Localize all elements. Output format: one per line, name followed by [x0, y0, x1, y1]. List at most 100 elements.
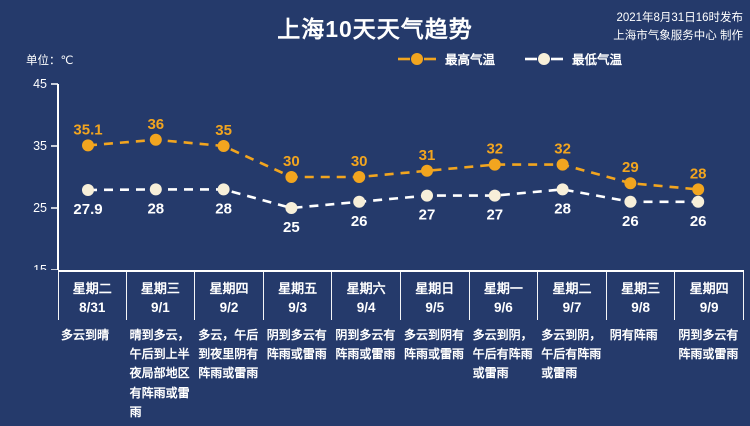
high-temp-line [87, 138, 699, 191]
day-column-9-8: 星期三 9/8 [607, 272, 676, 320]
low-temp-line [87, 188, 699, 210]
day-weekday-label: 星期三 [140, 280, 180, 296]
low-temp-value-label: 27 [419, 207, 436, 224]
weather-description: 阴到多云有阵雨或雷雨 [678, 328, 739, 362]
day-weekday-label: 星期日 [415, 280, 455, 296]
publisher: 上海市气象服务中心 制作 [613, 30, 743, 43]
weather-description-row: 多云到晴 晴到多云，午后到上半夜局部地区有阵雨或雷雨 多云，午后到夜里阴有阵雨或雷雨… [58, 326, 744, 422]
low-temp-point [421, 189, 433, 202]
low-temp-point [556, 183, 569, 196]
day-date-label: 9/8 [631, 299, 650, 315]
high-temp-value-label: 28 [690, 165, 707, 182]
low-temp-point [488, 189, 501, 202]
day-column-9-5: 星期日 9/5 [401, 272, 470, 320]
high-temp-point [217, 140, 230, 152]
low-temp-point [285, 202, 298, 214]
day-column-9-2: 星期四 9/2 [195, 272, 264, 320]
y-axis-tick-label: 15 [33, 263, 47, 270]
publish-info: 2021年8月31日16时发布 上海市气象服务中心 制作 [613, 9, 743, 46]
low-temp-value-label: 25 [283, 219, 300, 236]
day-column-9-9: 星期四 9/9 [675, 272, 744, 320]
weather-description: 多云到阴，午后有阵雨或雷雨 [541, 328, 602, 381]
weather-description: 阴到多云有阵雨或雷雨 [335, 328, 396, 362]
legend-label-low: 最低气温 [572, 53, 623, 67]
day-weekday-label: 星期五 [278, 280, 318, 296]
legend-item-low: 最低气温 [525, 49, 622, 68]
high-temp-value-label: 35.1 [73, 121, 102, 138]
low-temp-point [149, 183, 162, 196]
high-temp-value-label: 36 [147, 116, 164, 133]
low-temp-legend-marker-icon [525, 52, 564, 65]
legend-label-high: 最高气温 [445, 53, 496, 67]
weather-description: 多云到阴，午后有阵雨或雷雨 [472, 328, 533, 381]
high-temp-value-label: 29 [622, 159, 639, 176]
high-temp-point [353, 171, 366, 183]
day-weekday-label: 星期二 [72, 280, 112, 296]
day-column-9-1: 星期三 9/1 [127, 272, 196, 320]
day-date-label: 8/31 [79, 299, 106, 315]
low-temp-point [353, 195, 366, 208]
low-temp-value-label: 26 [690, 213, 707, 230]
y-axis-tick-label: 35 [33, 139, 47, 153]
high-temp-point [488, 158, 501, 171]
high-temp-point [285, 171, 298, 183]
high-temp-value-label: 35 [215, 122, 232, 139]
high-temp-point [624, 177, 637, 190]
low-temp-point [692, 195, 705, 208]
high-temp-point [556, 158, 569, 171]
y-axis-tick-label: 25 [33, 201, 47, 215]
day-date-label: 9/1 [151, 299, 170, 315]
high-temp-point [421, 164, 433, 177]
high-temp-value-label: 32 [486, 141, 503, 158]
day-weekday-label: 星期四 [209, 280, 249, 296]
day-date-label: 9/2 [219, 299, 239, 315]
weather-description: 多云，午后到夜里阴有阵雨或雷雨 [198, 328, 259, 381]
weather-description: 阴有阵雨 [609, 328, 658, 342]
day-column-8-31: 星期二 8/31 [58, 272, 127, 320]
day-column-9-3: 星期五 9/3 [264, 272, 333, 320]
high-temp-legend-marker-icon [398, 52, 436, 65]
day-date-label: 9/3 [288, 299, 307, 315]
low-temp-value-label: 28 [147, 200, 164, 217]
unit-label: 单位：℃ [26, 55, 74, 67]
low-temp-value-label: 26 [351, 213, 368, 230]
low-temp-point [624, 195, 637, 208]
low-temp-point [82, 184, 94, 197]
y-axis-tick-label: 45 [33, 77, 47, 91]
page-title: 上海10天天气趋势 [277, 16, 473, 42]
low-temp-point [217, 183, 230, 196]
day-date-label: 9/9 [699, 299, 719, 315]
low-temp-value-label: 28 [215, 200, 232, 217]
day-weekday-label: 星期一 [483, 280, 523, 296]
weather-description: 阴到多云有阵雨或雷雨 [266, 328, 327, 362]
legend-item-high: 最高气温 [398, 49, 495, 68]
high-temp-point [692, 183, 705, 196]
day-date-label: 9/6 [494, 299, 513, 315]
chart-legend: 最高气温 最低气温 [398, 49, 622, 68]
day-header-row: 星期二 8/31 星期三 9/1 星期四 9/2 星期五 9/3 星期六 9/4 星期日 9/5 星期一… [58, 270, 744, 320]
day-date-label: 9/7 [562, 299, 582, 315]
high-temp-value-label: 32 [554, 141, 571, 158]
low-temp-value-label: 28 [554, 200, 571, 217]
day-date-label: 9/4 [356, 299, 376, 315]
weather-description: 晴到多云，午后到上半夜局部地区有阵雨或雷雨 [129, 328, 190, 419]
low-temp-value-label: 27.9 [73, 201, 102, 218]
high-temp-value-label: 31 [419, 147, 436, 164]
day-weekday-label: 星期四 [689, 280, 729, 296]
publish-time: 2021年8月31日16时发布 [616, 12, 743, 24]
day-column-9-4: 星期六 9/4 [332, 272, 401, 320]
weather-description: 多云到阴有阵雨或雷雨 [403, 328, 464, 362]
high-temp-value-label: 30 [351, 153, 368, 170]
high-temp-point [149, 133, 162, 146]
day-column-9-6: 星期一 9/6 [470, 272, 539, 320]
day-date-label: 9/5 [425, 299, 445, 315]
day-weekday-label: 星期二 [552, 280, 592, 296]
day-weekday-label: 星期三 [621, 280, 661, 296]
day-weekday-label: 星期六 [346, 280, 386, 296]
high-temp-point [82, 139, 94, 152]
day-column-9-7: 星期二 9/7 [538, 272, 607, 320]
weather-description: 多云到晴 [61, 328, 110, 342]
high-temp-value-label: 30 [283, 153, 300, 170]
low-temp-value-label: 26 [622, 213, 639, 230]
